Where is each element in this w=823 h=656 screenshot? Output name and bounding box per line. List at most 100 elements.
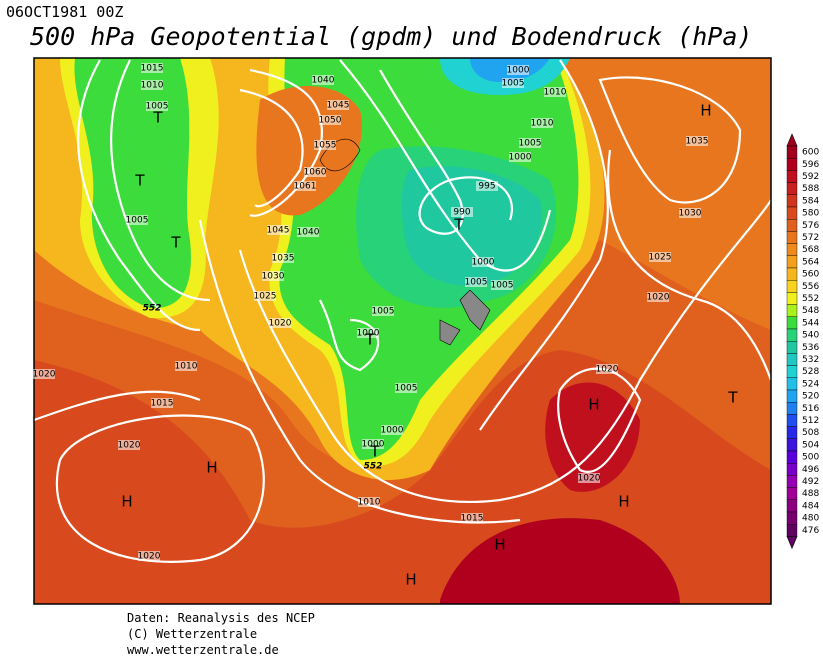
pressure-center: H [494, 536, 505, 554]
legend-label: 484 [802, 501, 819, 511]
label-bg [357, 328, 379, 338]
legend-label: 508 [802, 428, 819, 438]
legend-cell [786, 450, 798, 464]
legend-cell [786, 194, 798, 208]
pressure-center: H [618, 493, 629, 511]
pressure-center: T [170, 234, 181, 252]
isobar-label: 1020 [33, 370, 56, 380]
isobar-label: 1010 [175, 362, 198, 372]
isobar-label: 1061 [294, 182, 317, 192]
isobar-label: 1000 [509, 153, 532, 163]
isobar-label: 1000 [362, 440, 385, 450]
legend-label: 544 [802, 318, 819, 328]
pressure-center: T [727, 389, 738, 407]
label-bg [175, 361, 197, 371]
isobar-label: 1020 [647, 293, 670, 303]
isobar-label: 1020 [578, 474, 601, 484]
label-bg [372, 306, 394, 316]
legend-label: 568 [802, 245, 819, 255]
legend-label: 588 [802, 184, 819, 194]
label-bg [358, 497, 380, 507]
label-bg [304, 167, 326, 177]
label-bg [141, 63, 163, 73]
label-bg [502, 78, 524, 88]
isobar-label: 1040 [312, 76, 335, 86]
height-label: 552 [143, 304, 162, 314]
legend-cell [786, 316, 798, 330]
isobar-label: 1005 [395, 384, 418, 394]
label-bg [491, 280, 513, 290]
map-labels: 1015 1010 1005 1040 1045 1050 1055 1060 1061 1045… [33, 63, 738, 589]
legend-label: 476 [802, 526, 819, 536]
isobar-label: 1060 [304, 168, 327, 178]
legend-cell [786, 487, 798, 501]
isobar-label: 1000 [507, 66, 530, 76]
legend-label: 488 [802, 489, 819, 499]
credit-line: www.wetterzentrale.de [127, 643, 279, 656]
label-bg [262, 271, 284, 281]
legend-cell [786, 389, 798, 403]
label-bg [327, 100, 349, 110]
label-bg [141, 80, 163, 90]
legend-cell [786, 243, 798, 257]
isobar-label: 1045 [327, 101, 350, 111]
label-bg [596, 364, 618, 374]
label-bg [649, 252, 671, 262]
legend-cell [786, 511, 798, 525]
label-bg [461, 513, 483, 523]
label-bg [254, 291, 276, 301]
pressure-center: T [364, 331, 375, 349]
legend-cell [786, 365, 798, 379]
isobar-label: 1050 [319, 116, 342, 126]
label-bg [451, 207, 473, 217]
isobar-label: 1030 [262, 272, 285, 282]
legend-label: 560 [802, 270, 819, 280]
isobar-label: 990 [453, 208, 470, 218]
legend-cell [786, 475, 798, 488]
label-bg [395, 383, 417, 393]
legend-label: 596 [802, 160, 819, 170]
label-bg [138, 551, 160, 561]
map-area [34, 58, 771, 604]
legend-label: 500 [802, 453, 819, 463]
label-bg [507, 65, 529, 75]
legend-cap-bottom [786, 536, 798, 550]
legend-cell [786, 170, 798, 183]
isobar-label: 1020 [269, 319, 292, 329]
pressure-center: T [134, 172, 145, 190]
label-bg [267, 225, 289, 235]
isobar-label: 995 [478, 182, 495, 192]
isobar-label: 1005 [126, 216, 149, 226]
legend-cell [786, 341, 798, 354]
legend-label: 532 [802, 355, 819, 365]
legend-label: 540 [802, 331, 819, 341]
isobar-label: 1010 [544, 88, 567, 98]
legend-label: 548 [802, 306, 819, 316]
legend-label: 580 [802, 209, 819, 219]
pressure-center: H [121, 493, 132, 511]
isobar-label: 1000 [381, 426, 404, 436]
label-bg [476, 181, 498, 191]
legend-cell [786, 353, 798, 366]
isobar-label: 1025 [254, 292, 277, 302]
label-bg [118, 440, 140, 450]
legend-label: 524 [802, 379, 819, 389]
label-bg [686, 136, 708, 146]
legend-cell [786, 463, 798, 476]
legend-label: 552 [802, 294, 819, 304]
isobar-label: 1045 [267, 226, 290, 236]
legend-cell [786, 231, 798, 244]
legend-label: 536 [802, 343, 819, 353]
label-bg [472, 257, 494, 267]
label-bg [544, 87, 566, 97]
legend-cell [786, 292, 798, 305]
legend-label: 496 [802, 465, 819, 475]
isobar-label: 1015 [151, 399, 174, 409]
isobar-label: 1000 [472, 258, 495, 268]
isobar-label: 1020 [596, 365, 619, 375]
pressure-center: T [152, 109, 163, 127]
legend-cell [786, 280, 798, 293]
legend-cell [786, 402, 798, 415]
